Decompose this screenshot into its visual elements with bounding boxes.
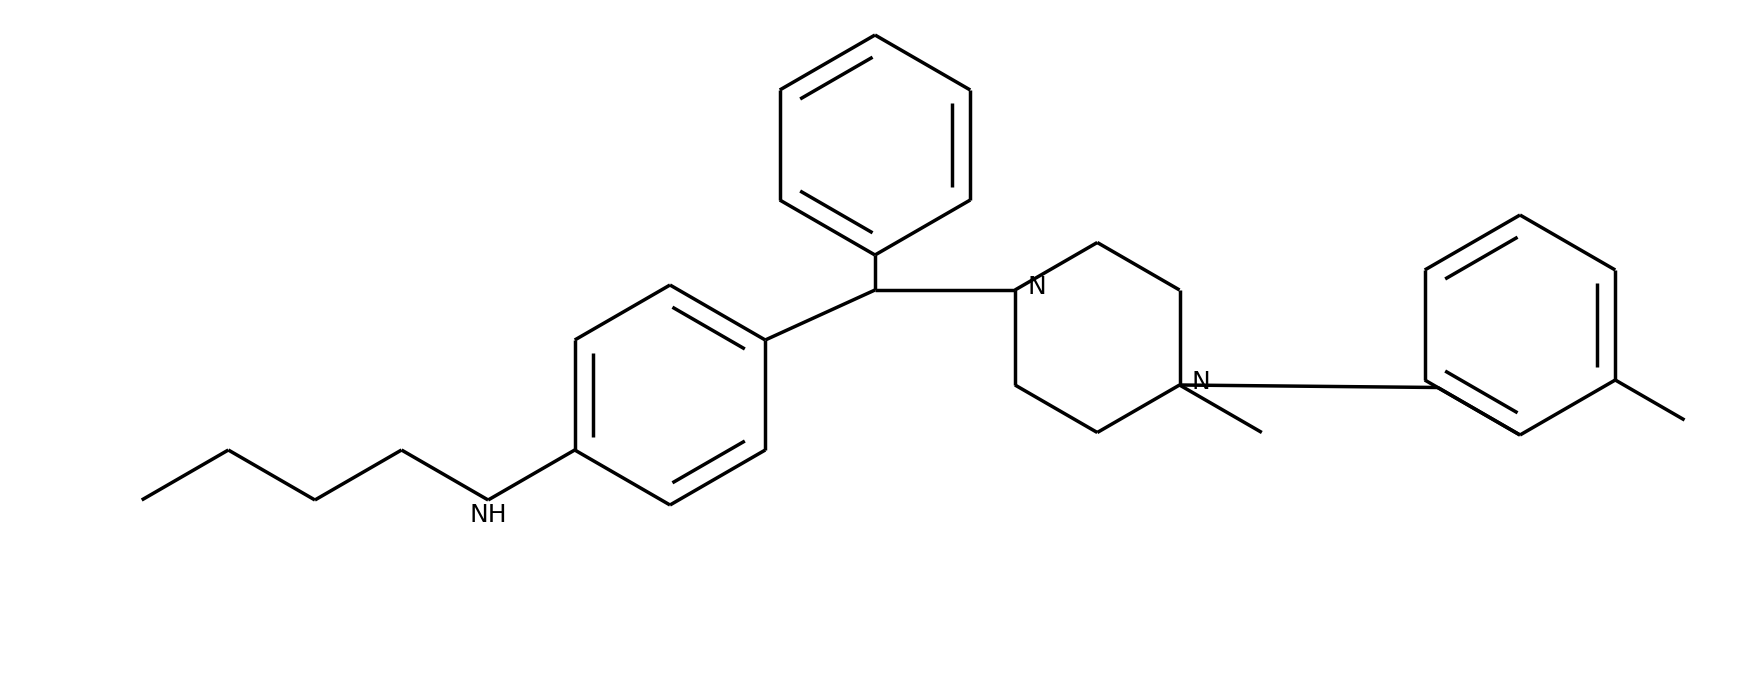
Text: N: N xyxy=(1192,370,1211,394)
Text: NH: NH xyxy=(469,503,507,527)
Text: N: N xyxy=(1027,275,1046,299)
